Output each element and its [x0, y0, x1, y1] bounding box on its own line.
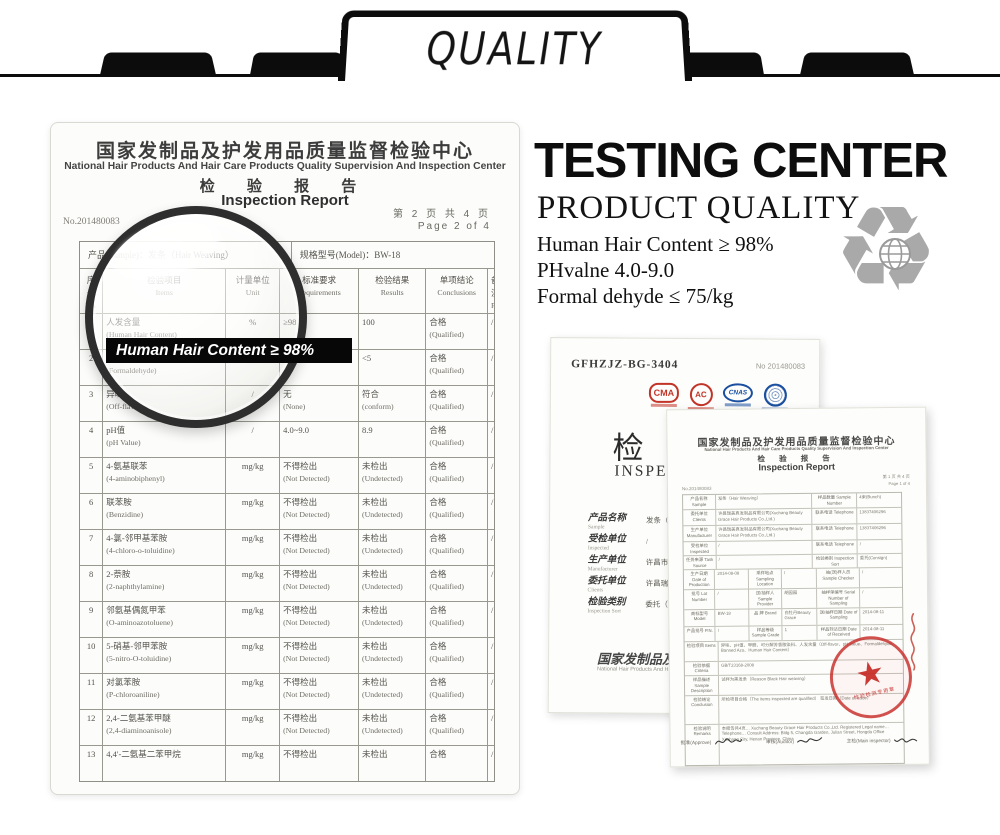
magnifier-glass — [85, 206, 307, 428]
main-inspector-signature: 主检(Main inspector) — [847, 733, 919, 748]
report-heading-cn: 检 验 报 告 — [199, 178, 371, 195]
banner-center-tab: QUALITY — [338, 10, 692, 82]
cert1-signatures: 批准(Approve) 审核(Auditor) 主检(Main inspecto… — [681, 733, 919, 749]
table-row: 8 2-萘胺 (2-naphthylamine) mg/kg 不得检出 (Not Dete… — [80, 565, 494, 602]
red-pen-mark — [910, 612, 916, 671]
banner-tab-left-2 — [250, 52, 346, 75]
cert1-table-row: 产品名称 Sample 发条（Hair Weaving） 样品数量 Sample N… — [683, 492, 902, 509]
globe-icon — [879, 238, 911, 270]
cert1-page-info: 第 1 页 共 4 页 Page 1 of 4 — [882, 473, 910, 486]
report-page-cn: 第 2 页 共 4 页 — [392, 209, 491, 220]
cert1-table-row: 受检单位 Inspected / 联系电话 Telephone / — [683, 538, 902, 556]
report-doc-no: No.201480083 — [63, 217, 120, 227]
spec-ph-value: PHvalne 4.0-9.0 — [537, 258, 675, 282]
cma-logo: CMA — [648, 382, 679, 407]
table-row: 4 pH值 (pH Value)/4.0~9.0 8.9 合格 (Qualified) / — [80, 421, 494, 458]
report-heading-en: Inspection Report — [221, 192, 349, 209]
testing-center-heading: TESTING CENTER — [534, 134, 948, 188]
spec-hair-content: Human Hair Content ≥ 98% — [537, 232, 774, 256]
recycle-globe-icon: ♻ — [833, 190, 957, 312]
column-header: 备注Remarks — [487, 269, 494, 314]
ac-logo: AC — [687, 383, 714, 411]
cnas-logo: CNAS — [722, 383, 753, 407]
banner-title: QUALITY — [425, 22, 605, 76]
approve-signature: 批准(Approve) — [681, 735, 744, 750]
spec-formaldehyde: Formal dehyde ≤ 75/kg — [537, 284, 734, 308]
model-label: 规格型号(Model)：BW-18 — [290, 242, 494, 268]
round-seal-logo — [761, 383, 788, 411]
cert1-table-row: 委托单位 Clients 许昌瑞美真发制品有限公司(Xuchang Beauty … — [683, 506, 902, 526]
table-row: 7 4-氯-邻甲基苯胺 (4-chloro-o-toluidine) mg/kg 不得检… — [80, 529, 494, 566]
table-row: 11 对氯苯胺 (P-chloroaniline) mg/kg 不得检出 (Not Det… — [80, 673, 494, 710]
product-quality-subheading: PRODUCT QUALITY — [537, 190, 861, 226]
table-row: 10 5-硝基-邻甲苯胺 (5-nitro-O-toluidine) mg/kg 不得检… — [80, 637, 494, 674]
cert1-heading-en: Inspection Report — [758, 461, 836, 473]
column-header: 检验结果 Results — [358, 269, 425, 314]
table-row: 9 邻氨基偶氮甲苯 (O-aminoazotoluene) mg/kg 不得检出 (Not… — [80, 601, 494, 638]
table-row: 5 4-氨基联苯 (4-aminobiphenyl) mg/kg 不得检出 (Not De… — [80, 457, 494, 494]
cert1-number: No.201480083 — [681, 485, 712, 492]
cert1-table-row: 生产日期 Date of Production 2014-08-08 采样地点 Sa… — [683, 567, 903, 590]
certificate-code: GFHZJZ-BG-3404 — [571, 358, 679, 371]
table-row: 12 2,4-二氨基苯甲醚 (2,4-diaminoanisole) mg/kg 不得检… — [80, 709, 494, 746]
banner-tab-right-2 — [800, 52, 914, 75]
table-row: 6 联苯胺 (Benzidine) mg/kg 不得检出 (Not Detected) 未检… — [80, 493, 494, 530]
cert1-table-row: 批号 Lot Number / 送/抽样人 Sample Provider 胡园园 抽样… — [684, 586, 903, 609]
magnifier-label: Human Hair Content ≥ 98% — [106, 338, 352, 363]
signature-scribble — [797, 737, 823, 743]
cert1-table-row: 生产单位 Manufacturer 许昌瑞美真发制品有限公司(Xuchang Be… — [683, 522, 902, 542]
certificate-page1: 国家发制品及护发用品质量监督检验中心 National Hair Product… — [666, 406, 930, 768]
inspection-report-page2: 国家发制品及护发用品质量监督检验中心 National Hair Product… — [50, 122, 520, 795]
report-title-en: National Hair Products And Hair Care Pro… — [64, 161, 506, 172]
banner-tab-left-1 — [100, 52, 216, 75]
cert1-table-row: 任务来源 Task Source / 检验类别 Inspection Sort 委托(… — [683, 553, 902, 570]
signature-scribble — [714, 738, 742, 745]
column-header: 单项结论 Conclusions — [425, 269, 487, 314]
accreditation-logos: CMA AC CNAS — [648, 382, 788, 411]
certificate-number: No 201480083 — [755, 361, 806, 371]
auditor-signature: 审核(Auditor) — [766, 734, 824, 749]
stamp-star-icon: ★ — [852, 652, 888, 694]
signature-scribble — [894, 738, 918, 743]
cert1-table-row: 商标型号 Model BW-18 品 牌 Brand 白牡丹Beauty Grace 送… — [684, 606, 903, 626]
cert1-info-table: 产品名称 Sample 发条（Hair Weaving） 样品数量 Sample N… — [682, 491, 905, 766]
quality-specs: Human Hair Content ≥ 98% PHvalne 4.0-9.0… — [537, 231, 774, 309]
report-title-cn: 国家发制品及护发用品质量监督检验中心 — [95, 141, 474, 162]
report-page-en: Page 2 of 4 — [417, 221, 491, 232]
table-row: 13 4,4'-二氨基二苯甲烷 mg/kg 不得检出 未检出 合格 / — [80, 745, 494, 782]
